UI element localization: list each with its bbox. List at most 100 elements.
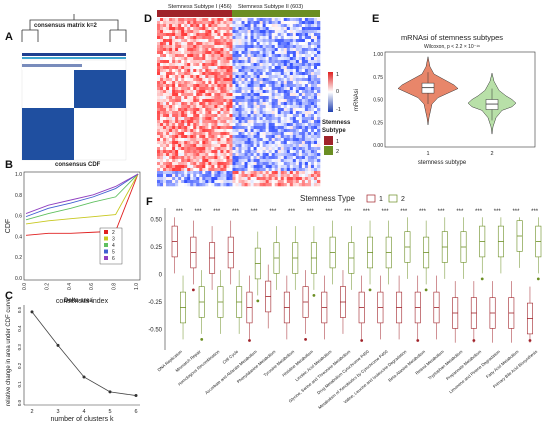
heatmap-cell bbox=[247, 138, 251, 142]
heatmap-cell bbox=[262, 90, 266, 94]
heatmap-cell bbox=[268, 117, 273, 121]
heatmap-cell bbox=[196, 111, 200, 115]
heatmap-cell bbox=[235, 36, 239, 40]
heatmap-cell bbox=[301, 90, 306, 94]
heatmap-cell bbox=[304, 183, 309, 187]
heatmap-cell bbox=[241, 69, 245, 73]
heatmap-cell bbox=[205, 108, 209, 112]
heatmap-cell bbox=[235, 48, 239, 52]
heatmap-cell bbox=[307, 159, 312, 163]
heatmap-cell bbox=[253, 60, 257, 64]
heatmap-cell bbox=[232, 27, 236, 31]
heatmap-cell bbox=[280, 21, 285, 25]
heatmap-cell bbox=[190, 39, 194, 43]
heatmap-cell bbox=[256, 129, 260, 133]
heatmap-cell bbox=[247, 171, 251, 175]
heatmap-cell bbox=[211, 39, 215, 43]
heatmap-cell bbox=[232, 141, 236, 145]
heatmap-cell bbox=[316, 84, 321, 88]
heatmap-cell bbox=[238, 138, 242, 142]
cdf-legend-label: 5 bbox=[112, 250, 115, 256]
heatmap-cell bbox=[199, 60, 203, 64]
heatmap-cell bbox=[259, 33, 263, 37]
heatmap-cell bbox=[253, 99, 257, 103]
heatmap-cell bbox=[295, 93, 300, 97]
heatmap-cell bbox=[157, 21, 161, 25]
heatmap-cell bbox=[304, 78, 309, 82]
heatmap-cell bbox=[283, 129, 288, 133]
heatmap-cell bbox=[229, 165, 233, 169]
heatmap-cell bbox=[289, 129, 294, 133]
heatmap-cell bbox=[268, 129, 273, 133]
heatmap-cell bbox=[268, 63, 273, 67]
heatmap-cell bbox=[262, 105, 266, 109]
heatmap-cell bbox=[244, 18, 248, 22]
heatmap-cell bbox=[295, 72, 300, 76]
heatmap-cell bbox=[283, 81, 288, 85]
heatmap-cell bbox=[247, 42, 251, 46]
heatmap-cell bbox=[196, 45, 200, 49]
heatmap-cell bbox=[256, 165, 260, 169]
heatmap-cell bbox=[205, 78, 209, 82]
heatmap-cell bbox=[250, 90, 254, 94]
heatmap-cell bbox=[211, 111, 215, 115]
heatmap-cell bbox=[208, 135, 212, 139]
scale-min-label: -1 bbox=[336, 107, 341, 113]
heatmap-cell bbox=[217, 123, 221, 127]
heatmap-cell bbox=[163, 45, 167, 49]
heatmap-cell bbox=[247, 30, 251, 34]
heatmap-cell bbox=[292, 114, 297, 118]
heatmap-cell bbox=[280, 96, 285, 100]
heatmap-cell bbox=[262, 183, 266, 187]
heatmap-cell bbox=[181, 135, 185, 139]
heatmap-cell bbox=[217, 21, 221, 25]
heatmap-cell bbox=[280, 168, 285, 172]
heatmap-cell bbox=[163, 63, 167, 67]
heatmap-cell bbox=[181, 72, 185, 76]
heatmap-cell bbox=[244, 132, 248, 136]
heatmap-cell bbox=[301, 60, 306, 64]
heatmap-cell bbox=[226, 144, 230, 148]
heatmap-cell bbox=[262, 102, 266, 106]
heatmap-cell bbox=[295, 84, 300, 88]
heatmap-cell bbox=[304, 159, 309, 163]
heatmap-cell bbox=[310, 174, 315, 178]
heatmap-cell bbox=[235, 99, 239, 103]
heatmap-cell bbox=[250, 168, 254, 172]
heatmap-cell bbox=[256, 141, 260, 145]
heatmap-cell bbox=[169, 171, 173, 175]
heatmap-cell bbox=[184, 33, 188, 37]
heatmap-cell bbox=[163, 87, 167, 91]
heatmap-cell bbox=[181, 39, 185, 43]
heatmap-cell bbox=[202, 30, 206, 34]
heatmap-cell bbox=[226, 96, 230, 100]
heatmap-cell bbox=[313, 90, 318, 94]
heatmap-cell bbox=[181, 51, 185, 55]
heatmap-cell bbox=[274, 102, 279, 106]
heatmap-cell bbox=[220, 150, 224, 154]
heatmap-cell bbox=[229, 177, 233, 181]
heatmap-cell bbox=[277, 24, 282, 28]
heatmap-cell bbox=[235, 159, 239, 163]
heatmap-cell bbox=[187, 150, 191, 154]
heatmap-cell bbox=[313, 57, 318, 61]
heatmap-cell bbox=[202, 126, 206, 130]
heatmap-cell bbox=[274, 108, 279, 112]
heatmap-cell bbox=[256, 36, 260, 40]
heatmap-cell bbox=[202, 81, 206, 85]
heatmap-cell bbox=[262, 30, 266, 34]
heatmap-cell bbox=[226, 33, 230, 37]
heatmap-cell bbox=[157, 150, 161, 154]
heatmap-cell bbox=[247, 126, 251, 130]
heatmap-cell bbox=[268, 150, 273, 154]
heatmap-cell bbox=[274, 99, 279, 103]
delta-xtick: 6 bbox=[134, 409, 137, 415]
heatmap-cell bbox=[316, 183, 321, 187]
heatmap-cell bbox=[175, 36, 179, 40]
heatmap-cell bbox=[271, 102, 276, 106]
heatmap-cell bbox=[289, 99, 294, 103]
heatmap-cell bbox=[301, 69, 306, 73]
heatmap-cell bbox=[256, 48, 260, 52]
heatmap-cell bbox=[220, 42, 224, 46]
heatmap-cell bbox=[283, 87, 288, 91]
